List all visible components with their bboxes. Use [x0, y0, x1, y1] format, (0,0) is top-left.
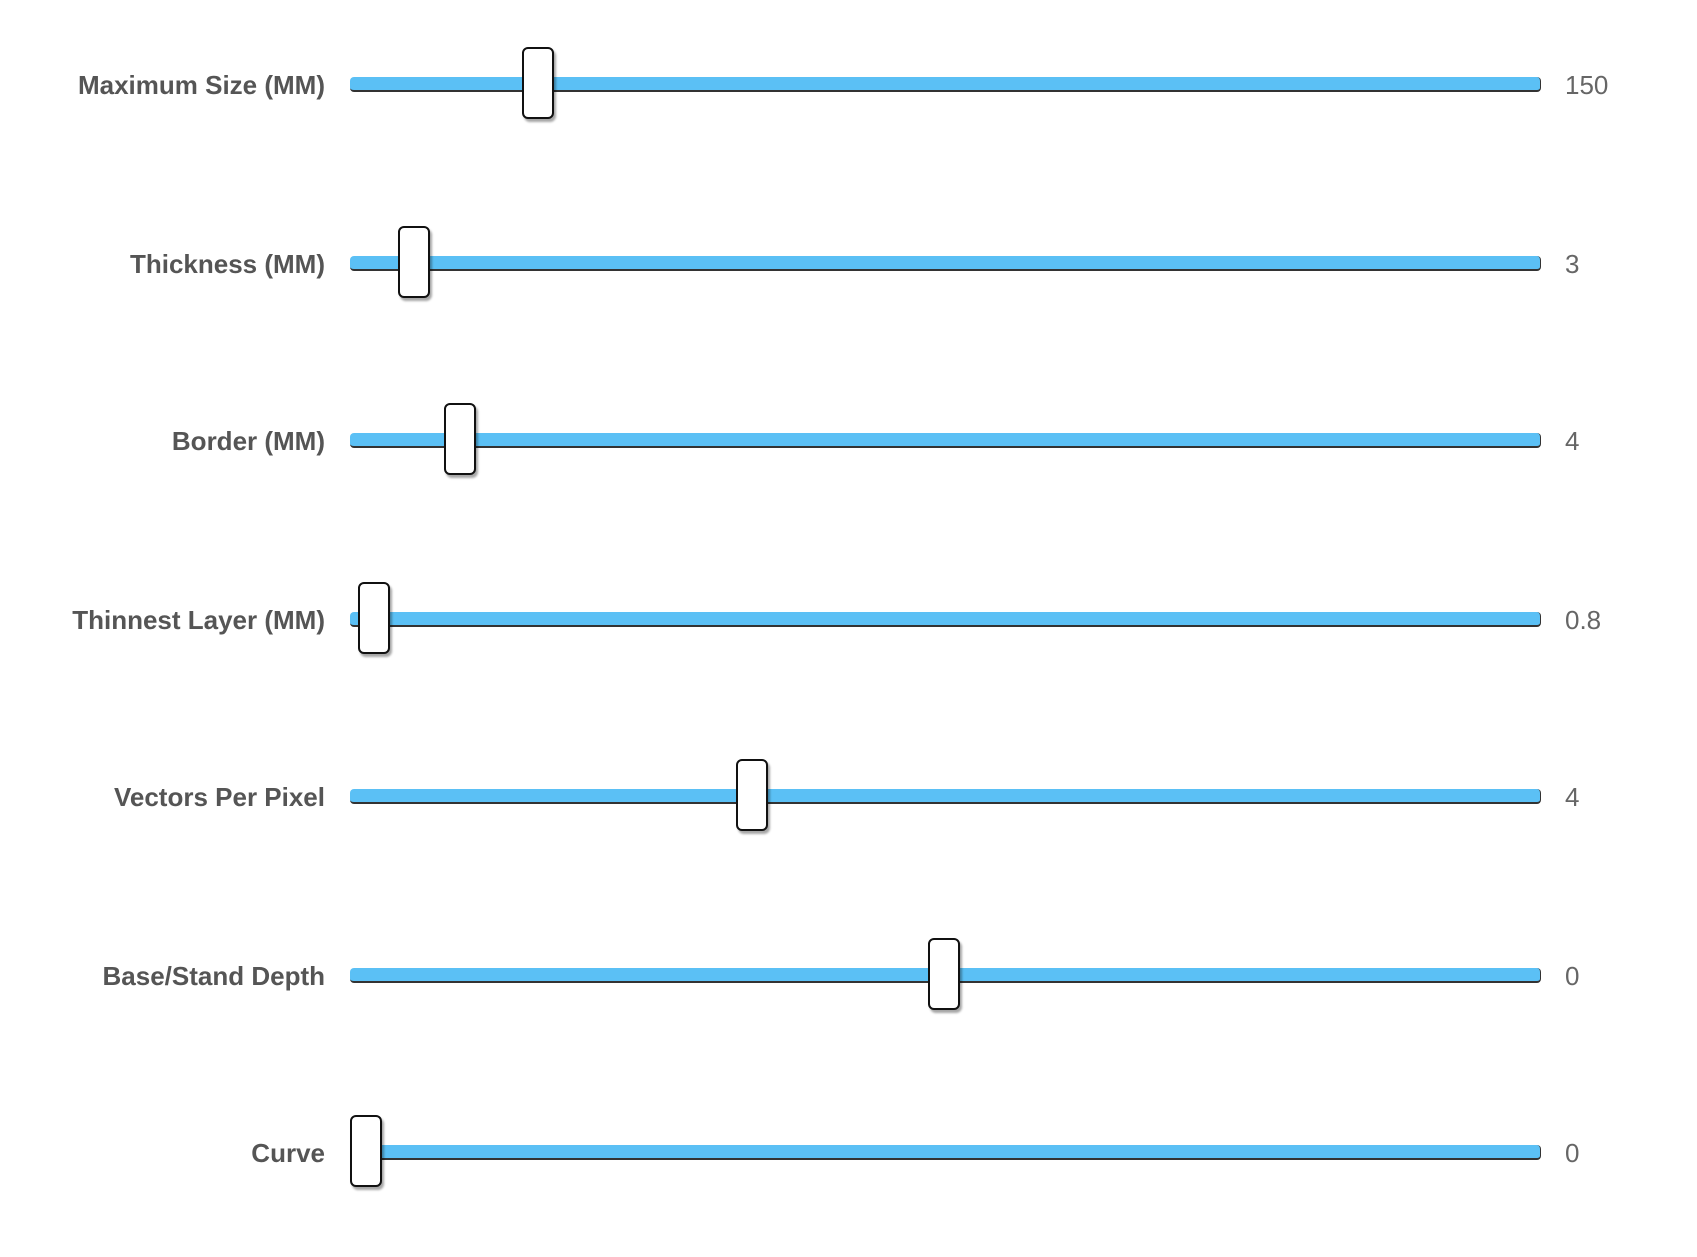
slider-label: Thinnest Layer (MM) [72, 605, 325, 635]
slider-row: Border (MM) 4 [0, 401, 1697, 481]
slider-label: Border (MM) [171, 426, 325, 456]
slider-thumb[interactable] [522, 47, 554, 119]
slider-thumb[interactable] [350, 1115, 382, 1187]
slider-value: 0 [1565, 961, 1580, 991]
slider-track[interactable] [350, 403, 1541, 475]
slider-value: 4 [1565, 426, 1580, 456]
slider-track[interactable] [350, 582, 1541, 654]
slider-row: Thickness (MM) 3 [0, 224, 1697, 304]
slider-row: Maximum Size (MM) 150 [0, 45, 1697, 125]
slider-thumb[interactable] [398, 226, 430, 298]
slider-row: Thinnest Layer (MM) 0.8 [0, 580, 1697, 660]
slider-track[interactable] [350, 1115, 1541, 1187]
slider-label: Vectors Per Pixel [113, 782, 325, 812]
slider-track[interactable] [350, 759, 1541, 831]
slider-value: 4 [1565, 782, 1580, 812]
slider-track[interactable] [350, 226, 1541, 298]
slider-track[interactable] [350, 47, 1541, 119]
slider-value: 3 [1565, 249, 1580, 279]
slider-row: Curve 0 [0, 1113, 1697, 1193]
slider-label: Curve [251, 1138, 325, 1168]
slider-track[interactable] [350, 938, 1541, 1010]
slider-value: 0.8 [1565, 605, 1602, 635]
slider-label: Base/Stand Depth [102, 961, 326, 991]
slider-label: Maximum Size (MM) [77, 70, 325, 100]
slider-thumb[interactable] [444, 403, 476, 475]
slider-thumb[interactable] [928, 938, 960, 1010]
slider-thumb[interactable] [736, 759, 768, 831]
slider-value: 0 [1565, 1138, 1580, 1168]
slider-row: Base/Stand Depth 0 [0, 936, 1697, 1016]
slider-thumb[interactable] [358, 582, 390, 654]
slider-value: 150 [1565, 70, 1609, 100]
slider-label: Thickness (MM) [129, 249, 325, 279]
slider-row: Vectors Per Pixel 4 [0, 757, 1697, 837]
